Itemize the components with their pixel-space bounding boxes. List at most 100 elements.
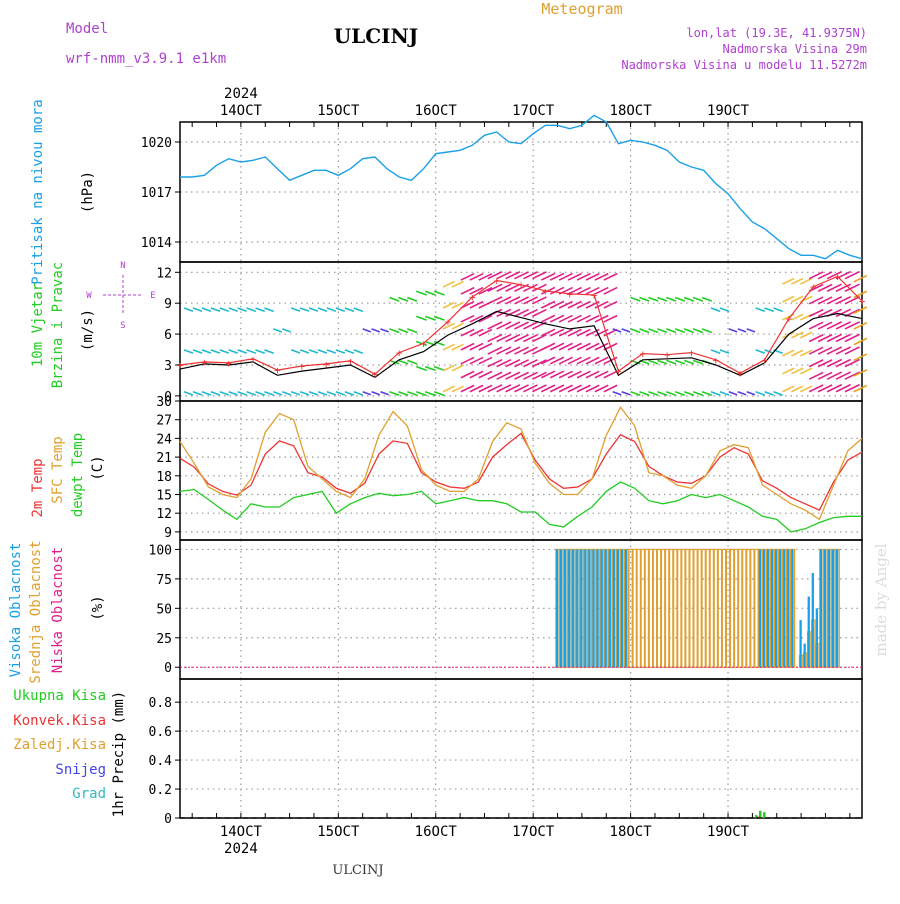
wind-arrow [460,370,475,379]
wind-arrow [782,367,795,375]
wind-arrow [835,358,852,368]
wind-arrow [835,296,852,305]
cloud-mid-bar [632,548,637,668]
gust-marker: + [566,288,573,301]
wind-arrow [844,296,860,305]
wind-arrow [496,321,512,330]
wind-arrow [791,313,804,321]
wind-arrow [192,349,203,354]
wind-arrow [433,340,445,347]
wind-arrow [549,356,565,365]
wind-arrow [844,383,860,393]
top-year-label: 2024 [224,86,258,102]
model-name: wrf-nmm_v3.9.1 e1km [66,51,226,67]
gust-marker: + [493,275,500,288]
y-tick-label: 9 [164,526,172,541]
wind-arrow [701,390,713,397]
cloud-mid-bar [636,548,641,668]
wind-arrow [603,272,618,281]
cloud-high-bar [836,549,839,668]
wind-arrow [657,390,668,396]
wind-arrow [657,296,668,302]
wind-arrow [666,359,677,365]
wind-arrow [478,342,493,351]
wind-arrow [523,346,538,355]
wind-arrow [853,274,868,283]
wind-arrow [433,290,445,296]
y-tick-label: 0.6 [149,725,172,740]
wind-arrow [817,271,833,280]
y-tick-label: 25 [156,632,172,647]
gust-marker: + [396,347,403,360]
cloud-mid-bar [725,548,731,668]
wind-arrow [514,371,529,380]
wind-arrow [826,321,843,330]
bottom-day-label: 19OCT [707,824,750,840]
wind-arrow [505,358,521,368]
wind-arrow [505,346,521,355]
cloud-high-bar [819,549,823,668]
gust-marker: + [274,364,281,377]
temp-line-1 [179,405,863,521]
wind-arrow [540,314,556,323]
wind-arrow [817,371,833,380]
wind-arrow [469,272,484,281]
wind-arrow [380,328,389,333]
wind-arrow [594,286,609,295]
temp-line-0 [179,432,863,511]
wind-arrow [844,283,860,292]
wind-arrow [826,358,843,368]
wind-arrow [398,390,409,397]
y-tick-label: 0.4 [149,754,173,769]
cloud-mid-bar [737,548,743,668]
wind-arrow [523,271,538,280]
wind-arrow [487,384,503,393]
temp-ylabel-2m: 2m Temp [30,458,46,517]
wind-arrow [826,270,843,280]
wind-arrow [549,342,565,351]
wind-arrow [817,321,833,330]
y-tick-label: 6 [164,328,172,343]
wind-arrow [835,371,852,380]
wind-arrow [540,342,556,351]
wind-arrow [853,290,868,299]
cloud-high-bar [604,549,607,668]
wind-arrow [594,272,609,281]
wind-arrow [817,296,833,305]
y-tick-label: 12 [156,507,172,522]
y-tick-label: 0 [164,812,172,827]
wind-arrow [407,390,418,397]
cloud-mid-bar [628,548,633,668]
pressure-line [180,114,863,260]
y-tick-label: 0 [164,390,172,405]
wind-arrow [532,296,547,305]
cloud-high-bar [588,549,591,668]
wind-arrow [540,356,556,365]
wind-arrow [817,283,833,292]
wind-arrow [835,321,852,330]
wind-arrow [469,314,484,323]
wind-arrow [603,300,618,309]
wind-arrow [603,286,618,295]
wind-arrow [424,315,436,321]
station-title: ULCINJ [334,24,419,48]
wind-arrow [648,390,659,397]
wind-arrow [853,384,868,393]
wind-arrow [201,390,212,396]
bottom-year-label: 2024 [224,841,258,857]
wind-arrow [451,343,464,351]
wind-arrow [692,296,704,302]
wind-arrow [612,390,622,396]
wind-arrow [371,390,381,396]
wind-arrow [558,384,573,393]
wind-arrow [853,369,868,377]
wind-arrow [844,333,860,343]
wind-arrow [514,308,529,318]
wind-arrow [585,286,600,295]
wind-arrow [692,328,704,334]
wind-arrow [835,333,852,343]
wind-arrow [487,283,503,292]
wind-arrow [255,390,266,396]
wind-arrow [612,328,622,333]
wind-arrow [808,283,824,292]
